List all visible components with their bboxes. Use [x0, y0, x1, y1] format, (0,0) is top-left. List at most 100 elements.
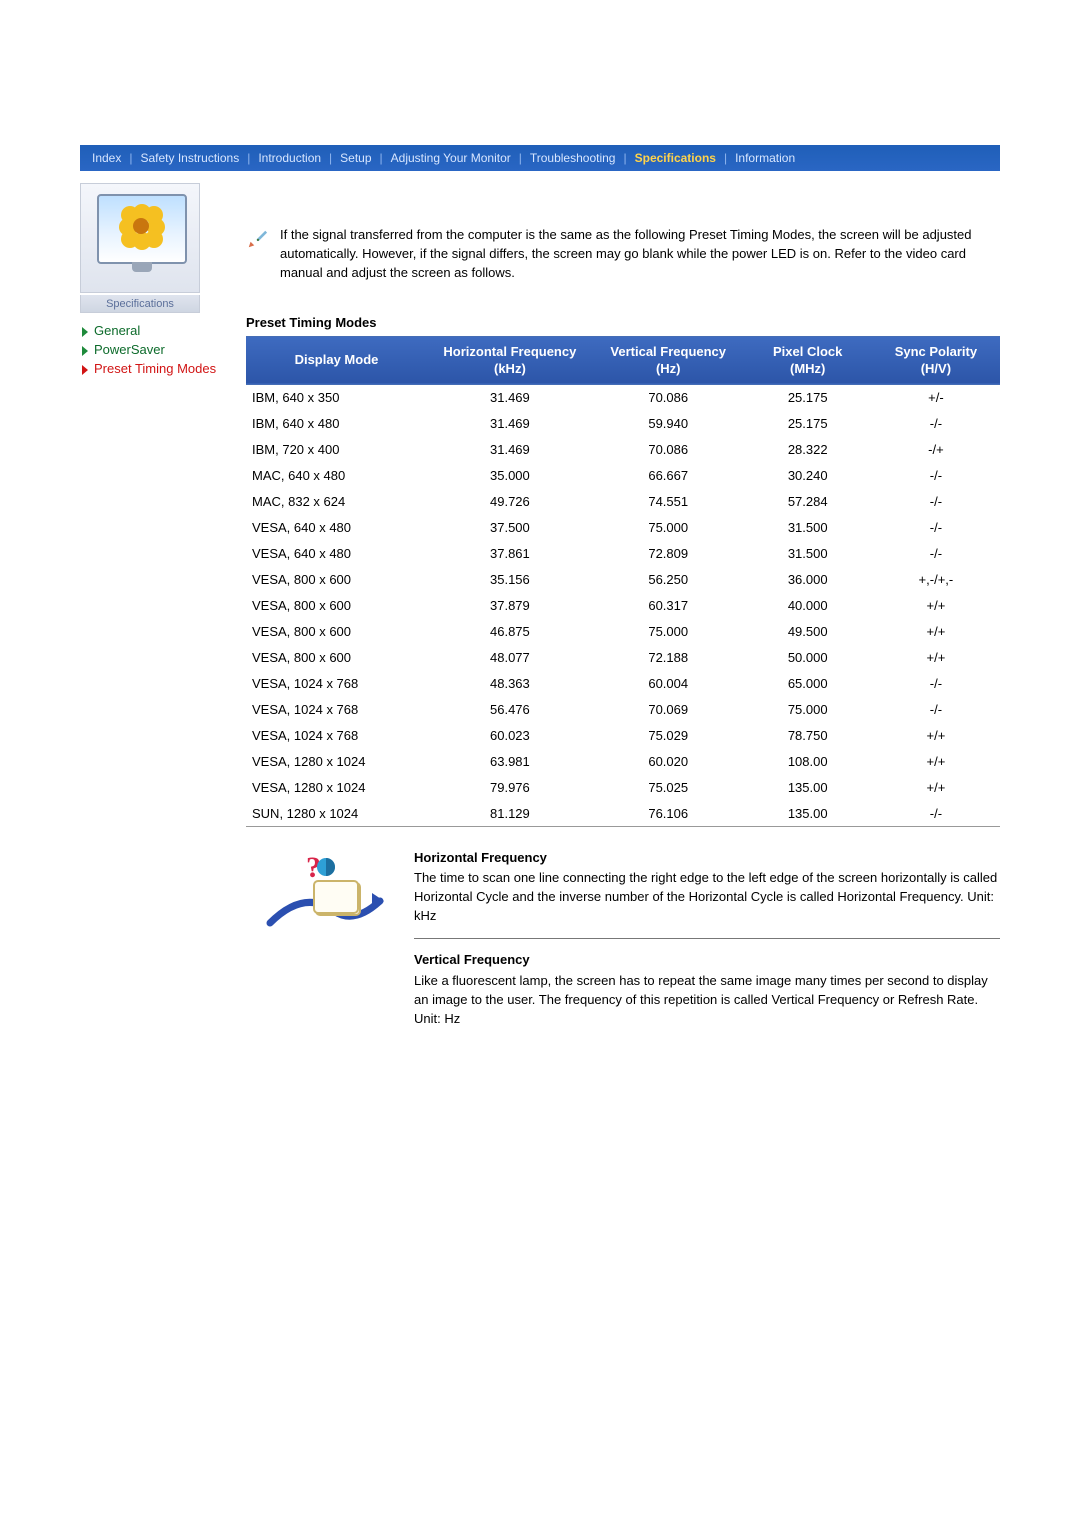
cell-value: -/- [872, 540, 1000, 566]
col-header: Horizontal Frequency(kHz) [427, 336, 593, 384]
cell-mode: VESA, 1280 x 1024 [246, 748, 427, 774]
table-row: VESA, 1280 x 102479.97675.025135.00+/+ [246, 774, 1000, 800]
cell-value: 60.004 [593, 670, 744, 696]
cell-value: 72.188 [593, 644, 744, 670]
cell-value: +/+ [872, 592, 1000, 618]
cell-mode: VESA, 1280 x 1024 [246, 774, 427, 800]
cell-value: +/+ [872, 748, 1000, 774]
table-row: VESA, 640 x 48037.50075.00031.500-/- [246, 514, 1000, 540]
cell-value: 76.106 [593, 800, 744, 826]
definitions-icon: ? [246, 849, 414, 1029]
main-content: If the signal transferred from the compu… [226, 171, 1000, 1028]
definition-body: The time to scan one line connecting the… [414, 869, 1000, 926]
table-row: VESA, 1024 x 76856.47670.06975.000-/- [246, 696, 1000, 722]
cell-value: +/+ [872, 644, 1000, 670]
cell-value: 49.500 [744, 618, 872, 644]
nav-setup[interactable]: Setup [332, 151, 379, 165]
cell-value: 30.240 [744, 462, 872, 488]
table-row: MAC, 832 x 62449.72674.55157.284-/- [246, 488, 1000, 514]
cell-value: 63.981 [427, 748, 593, 774]
intro-block: If the signal transferred from the compu… [246, 226, 1000, 283]
note-icon [246, 228, 274, 253]
table-row: VESA, 800 x 60037.87960.31740.000+/+ [246, 592, 1000, 618]
table-row: IBM, 640 x 35031.46970.08625.175+/- [246, 384, 1000, 410]
sidebar-thumbnail [80, 183, 200, 293]
cell-value: 50.000 [744, 644, 872, 670]
cell-value: 81.129 [427, 800, 593, 826]
cell-value: -/- [872, 696, 1000, 722]
cell-mode: VESA, 1024 x 768 [246, 722, 427, 748]
cell-value: 28.322 [744, 436, 872, 462]
cell-value: 60.317 [593, 592, 744, 618]
top-nav: Index|Safety Instructions|Introduction|S… [80, 145, 1000, 171]
nav-specifications[interactable]: Specifications [627, 151, 724, 165]
cell-mode: VESA, 1024 x 768 [246, 670, 427, 696]
nav-information[interactable]: Information [727, 151, 803, 165]
table-row: VESA, 640 x 48037.86172.80931.500-/- [246, 540, 1000, 566]
cell-value: 135.00 [744, 774, 872, 800]
arrow-icon [82, 327, 88, 337]
cell-value: -/- [872, 488, 1000, 514]
cell-value: 70.069 [593, 696, 744, 722]
cell-mode: VESA, 640 x 480 [246, 540, 427, 566]
cell-value: 31.500 [744, 514, 872, 540]
sidebar-link[interactable]: Preset Timing Modes [94, 361, 216, 376]
sidebar-caption: Specifications [80, 295, 200, 313]
cell-value: 25.175 [744, 384, 872, 410]
sidebar-link[interactable]: PowerSaver [94, 342, 165, 357]
cell-mode: IBM, 640 x 480 [246, 410, 427, 436]
cell-value: 70.086 [593, 436, 744, 462]
table-row: VESA, 1280 x 102463.98160.020108.00+/+ [246, 748, 1000, 774]
arrow-icon [82, 365, 88, 375]
cell-mode: VESA, 800 x 600 [246, 644, 427, 670]
cell-mode: MAC, 832 x 624 [246, 488, 427, 514]
cell-value: 57.284 [744, 488, 872, 514]
table-row: VESA, 800 x 60035.15656.25036.000+,-/+,- [246, 566, 1000, 592]
definition-title: Horizontal Frequency [414, 849, 1000, 868]
cell-value: 75.000 [593, 618, 744, 644]
timing-modes-table: Display ModeHorizontal Frequency(kHz)Ver… [246, 336, 1000, 827]
cell-value: 75.025 [593, 774, 744, 800]
cell-value: 75.029 [593, 722, 744, 748]
nav-safety-instructions[interactable]: Safety Instructions [132, 151, 247, 165]
cell-value: 31.469 [427, 436, 593, 462]
nav-troubleshooting[interactable]: Troubleshooting [522, 151, 624, 165]
cell-value: 49.726 [427, 488, 593, 514]
cell-value: 60.020 [593, 748, 744, 774]
table-row: SUN, 1280 x 102481.12976.106135.00-/- [246, 800, 1000, 826]
nav-introduction[interactable]: Introduction [250, 151, 329, 165]
sidebar-item-general[interactable]: General [80, 321, 226, 340]
cell-value: 37.500 [427, 514, 593, 540]
table-row: IBM, 720 x 40031.46970.08628.322-/+ [246, 436, 1000, 462]
sidebar-link[interactable]: General [94, 323, 140, 338]
col-header: Sync Polarity(H/V) [872, 336, 1000, 384]
table-row: MAC, 640 x 48035.00066.66730.240-/- [246, 462, 1000, 488]
section-title: Preset Timing Modes [246, 315, 1000, 330]
cell-value: 78.750 [744, 722, 872, 748]
cell-mode: IBM, 720 x 400 [246, 436, 427, 462]
cell-value: 40.000 [744, 592, 872, 618]
cell-value: 31.500 [744, 540, 872, 566]
definitions: ? Horizontal FrequencyThe time to scan o… [246, 849, 1000, 1029]
sidebar: Specifications General PowerSaver Preset T… [80, 171, 226, 1028]
cell-value: 31.469 [427, 384, 593, 410]
cell-mode: MAC, 640 x 480 [246, 462, 427, 488]
sidebar-item-preset-timing-modes[interactable]: Preset Timing Modes [80, 359, 226, 378]
cell-value: -/+ [872, 436, 1000, 462]
cell-value: -/- [872, 670, 1000, 696]
table-row: VESA, 800 x 60046.87575.00049.500+/+ [246, 618, 1000, 644]
col-header: Display Mode [246, 336, 427, 384]
cell-value: 60.023 [427, 722, 593, 748]
cell-value: +/+ [872, 618, 1000, 644]
nav-adjusting-your-monitor[interactable]: Adjusting Your Monitor [383, 151, 519, 165]
cell-value: -/- [872, 800, 1000, 826]
nav-index[interactable]: Index [84, 151, 129, 165]
sidebar-item-powersaver[interactable]: PowerSaver [80, 340, 226, 359]
cell-value: +/+ [872, 722, 1000, 748]
cell-value: 135.00 [744, 800, 872, 826]
cell-value: 79.976 [427, 774, 593, 800]
cell-value: +,-/+,- [872, 566, 1000, 592]
cell-value: 37.861 [427, 540, 593, 566]
cell-mode: VESA, 800 x 600 [246, 618, 427, 644]
cell-value: 35.156 [427, 566, 593, 592]
